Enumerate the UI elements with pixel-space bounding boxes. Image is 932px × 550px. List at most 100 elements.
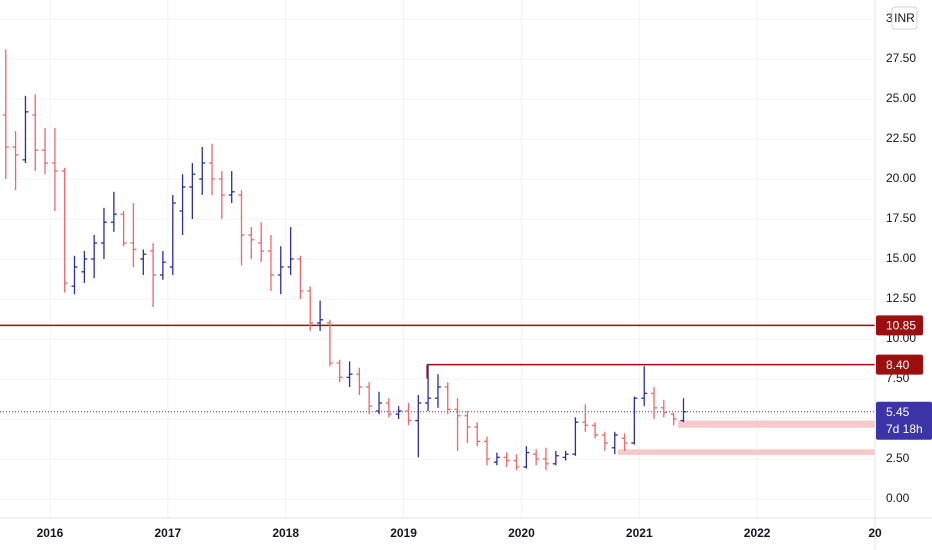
ohlc-bar	[621, 433, 628, 451]
last-price-badge	[876, 401, 932, 440]
y-tick-label: 15.00	[886, 251, 916, 265]
x-tick-label: 2021	[626, 526, 653, 540]
ohlc-bar	[317, 300, 324, 331]
x-tick-label: 20	[868, 526, 882, 540]
ohlc-bar	[120, 211, 127, 247]
ohlc-bar	[415, 394, 422, 458]
zone	[678, 420, 875, 428]
ohlc-bar	[601, 431, 608, 451]
ohlc-bar	[12, 131, 19, 191]
ohlc-bar	[287, 227, 294, 275]
ohlc-bar	[189, 163, 196, 220]
ohlc-bar	[110, 191, 117, 232]
ohlc-bar	[680, 398, 687, 423]
ohlc-bar	[150, 243, 157, 307]
price-badge-label: 10.85	[886, 319, 916, 333]
ohlc-bar	[91, 235, 98, 279]
x-tick-label: 2017	[154, 526, 181, 540]
y-tick-label: 17.50	[886, 211, 916, 225]
ohlc-bar	[493, 452, 500, 466]
y-tick-label: 0.00	[886, 491, 910, 505]
ohlc-bar	[228, 171, 235, 204]
ohlc-bar	[552, 450, 559, 466]
ohlc-bar	[513, 454, 520, 471]
ohlc-bar	[81, 251, 88, 283]
ohlc-bar	[356, 367, 363, 395]
price-badge	[876, 315, 923, 336]
ohlc-bar	[179, 174, 186, 236]
price-badge-label: 8.40	[886, 358, 910, 372]
ohlc-bar	[533, 449, 540, 466]
ohlc-bar	[346, 361, 353, 387]
ohlc-bar	[209, 143, 216, 196]
countdown-label: 7d 18h	[886, 422, 923, 436]
ohlc-bar	[51, 127, 58, 212]
x-tick-label: 2016	[37, 526, 64, 540]
ohlc-bar	[434, 374, 441, 408]
ohlc-bar	[326, 319, 333, 367]
ohlc-bar	[199, 147, 206, 196]
ohlc-bar	[405, 402, 412, 426]
x-tick-label: 2018	[272, 526, 299, 540]
ohlc-bar	[71, 255, 78, 295]
ohlc-bar	[258, 222, 265, 263]
ohlc-bar	[130, 203, 137, 267]
ohlc-bar	[503, 452, 510, 467]
ohlc-bar	[42, 127, 49, 175]
ohlc-bar	[2, 49, 9, 180]
ohlc-bar	[385, 398, 392, 418]
ohlc-bar	[484, 436, 491, 466]
ohlc-bar	[277, 246, 284, 295]
ohlc-bar	[611, 431, 618, 455]
ohlc-bar	[562, 450, 569, 461]
x-tick-label: 2022	[744, 526, 771, 540]
y-tick-label: 20.00	[886, 171, 916, 185]
ohlc-bar	[61, 167, 68, 293]
ohlc-bar	[267, 235, 274, 291]
ohlc-bar	[592, 422, 599, 439]
ohlc-bar	[297, 255, 304, 299]
ohlc-bar	[100, 207, 107, 259]
ohlc-bar	[582, 404, 589, 432]
last-price-label: 5.45	[886, 405, 910, 419]
y-tick-label: 2.50	[886, 451, 910, 465]
ohlc-bar	[542, 447, 549, 471]
ohlc-bar	[660, 399, 667, 418]
y-tick-label: 27.50	[886, 51, 916, 65]
x-tick-label: 2020	[508, 526, 535, 540]
currency-badge	[891, 6, 918, 30]
y-tick-label: 12.50	[886, 291, 916, 305]
ohlc-bar	[307, 286, 314, 331]
ohlc-bar	[32, 94, 39, 172]
ohlc-bar	[631, 396, 638, 445]
price-badge	[876, 354, 923, 375]
y-tick-label: 25.00	[886, 91, 916, 105]
ohlc-bar	[140, 249, 147, 275]
ohlc-bar	[425, 364, 432, 411]
y-tick-label: 22.50	[886, 131, 916, 145]
currency-label: INR	[894, 11, 915, 25]
ohlc-bar	[336, 359, 343, 383]
ohlc-bar	[159, 251, 166, 280]
ohlc-bar	[218, 171, 225, 220]
ohlc-bar	[238, 190, 245, 266]
ohlc-bar	[395, 406, 402, 419]
ohlc-bar	[641, 366, 648, 407]
ohlc-bar	[670, 412, 677, 426]
y-tick-label: 7.50	[886, 371, 910, 385]
ohlc-bar	[651, 386, 658, 419]
ohlc-bar	[454, 398, 461, 451]
ohlc-bar	[22, 95, 29, 164]
ohlc-bar	[366, 382, 373, 415]
ohlc-bar	[474, 422, 481, 447]
ohlc-bar	[572, 417, 579, 456]
zone	[618, 449, 875, 455]
x-tick-label: 2019	[390, 526, 417, 540]
ohlc-bar	[464, 410, 471, 443]
ohlc-bar	[248, 227, 255, 259]
ohlc-bar	[523, 446, 530, 469]
ohlc-bar	[169, 195, 176, 275]
ohlc-bar	[376, 391, 383, 415]
